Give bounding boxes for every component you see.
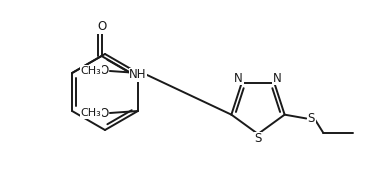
Text: O: O: [99, 65, 109, 77]
Text: O: O: [99, 107, 109, 119]
Text: N: N: [273, 72, 282, 85]
Text: NH: NH: [129, 68, 147, 82]
Text: CH₃: CH₃: [81, 66, 101, 76]
Text: N: N: [234, 72, 243, 85]
Text: S: S: [308, 112, 315, 125]
Text: O: O: [97, 20, 106, 33]
Text: CH₃: CH₃: [81, 108, 101, 118]
Text: S: S: [254, 132, 262, 146]
